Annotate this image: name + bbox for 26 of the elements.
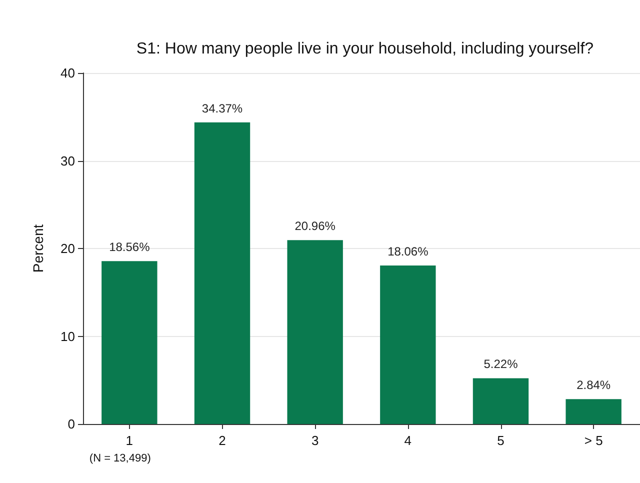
data-label: 18.06%	[388, 244, 429, 259]
data-label: 20.96%	[294, 219, 336, 234]
x-tick-label: 2	[218, 433, 226, 448]
bar	[380, 266, 436, 424]
data-label: 5.22%	[484, 357, 518, 372]
bar	[102, 261, 158, 424]
y-axis-title: Percent	[30, 224, 46, 273]
x-tick-label: 5	[497, 433, 504, 448]
y-tick-label: 30	[60, 153, 75, 168]
x-tick-label: 3	[311, 433, 319, 448]
chart-title: S1: How many people live in your household, including yourself?	[136, 40, 594, 58]
bar	[194, 122, 250, 424]
bar	[472, 378, 529, 424]
x-tick-label: 4	[404, 433, 412, 448]
bar	[566, 399, 622, 424]
data-label: 34.37%	[202, 101, 243, 116]
y-tick-label: 10	[60, 328, 75, 344]
x-tick-label: 1	[126, 433, 134, 448]
y-tick-label: 20	[60, 241, 75, 256]
text: (N = 13,499)	[89, 452, 151, 464]
y-tick-label: 40	[60, 66, 75, 80]
y-tick-label: 0	[68, 416, 75, 432]
x-tick-label: > 5	[584, 433, 603, 448]
bar	[287, 240, 343, 424]
data-label: 2.84%	[576, 378, 611, 392]
data-label: 18.56%	[109, 240, 150, 254]
